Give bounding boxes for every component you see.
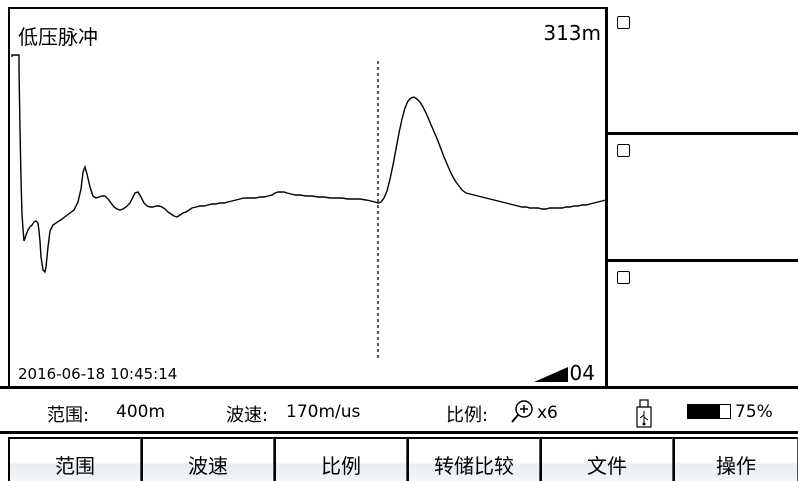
softkey-speed[interactable]: 波速 — [141, 437, 274, 481]
gain-indicator[interactable]: 04 — [533, 361, 595, 385]
range-label: 范围: — [47, 405, 90, 426]
slot-divider — [608, 259, 798, 262]
speed-label: 波速: — [226, 405, 269, 426]
comparison-slot-2[interactable] — [608, 135, 798, 259]
gain-wedge-icon — [533, 367, 568, 382]
battery-percent: 75% — [735, 402, 773, 422]
slot-checkbox-1[interactable] — [617, 16, 630, 29]
comparison-slot-1[interactable] — [608, 7, 798, 132]
softkey-operate[interactable]: 操作 — [673, 437, 798, 481]
slot-divider — [608, 132, 798, 135]
softkey-scale[interactable]: 比例 — [274, 437, 407, 481]
mode-title: 低压脉冲 — [18, 25, 98, 49]
waveform-display — [11, 54, 607, 359]
scale-value: x6 — [537, 403, 558, 423]
status-bar: 范围: 400m 波速: 170m/us 比例: x6 75% — [0, 386, 798, 434]
waveform-trace — [11, 54, 607, 274]
slot-checkbox-2[interactable] — [617, 144, 630, 157]
range-value: 400m — [116, 402, 166, 422]
battery-fill — [688, 405, 720, 418]
softkey-dump-compare[interactable]: 转储比较 — [407, 437, 540, 481]
comparison-slots — [605, 7, 798, 387]
speed-value: 170m/us — [286, 402, 361, 422]
comparison-slot-3[interactable] — [608, 262, 798, 387]
zoom-in-icon — [510, 399, 536, 429]
usb-icon — [634, 399, 654, 433]
cursor-distance: 313m — [543, 21, 601, 45]
scale-label: 比例: — [446, 405, 489, 426]
timestamp: 2016-06-18 10:45:14 — [18, 365, 178, 383]
softkey-range[interactable]: 范围 — [8, 437, 141, 481]
waveform-panel[interactable]: 低压脉冲 313m 2016-06-18 10:45:14 04 — [8, 7, 607, 389]
gain-level: 04 — [569, 361, 595, 385]
battery-icon — [687, 404, 731, 419]
softkey-bar: 范围 波速 比例 转储比较 文件 操作 — [0, 434, 798, 481]
softkey-file[interactable]: 文件 — [540, 437, 673, 481]
slot-checkbox-3[interactable] — [617, 271, 630, 284]
